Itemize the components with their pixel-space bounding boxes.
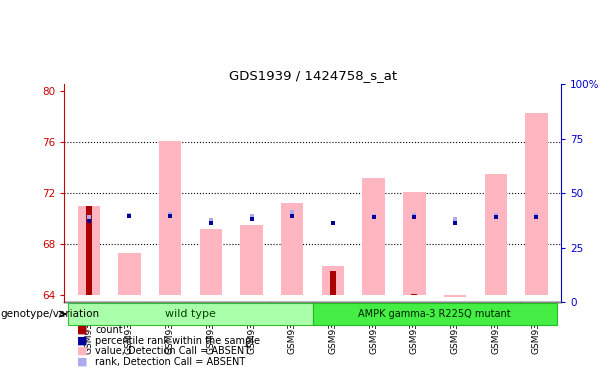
Text: ■: ■	[77, 346, 87, 356]
Text: ■: ■	[77, 325, 87, 335]
Bar	[444, 296, 466, 297]
Title: GDS1939 / 1424758_s_at: GDS1939 / 1424758_s_at	[229, 69, 397, 82]
Bar	[322, 266, 344, 296]
Text: genotype/variation: genotype/variation	[1, 309, 100, 319]
Bar	[281, 203, 303, 296]
Bar	[493, 295, 499, 296]
Text: wild type: wild type	[165, 309, 216, 319]
Bar	[452, 295, 458, 296]
Text: rank, Detection Call = ABSENT: rank, Detection Call = ABSENT	[95, 357, 245, 366]
Bar	[371, 295, 377, 296]
Bar	[69, 303, 313, 325]
Bar	[167, 295, 173, 296]
Bar	[362, 178, 385, 296]
Bar	[289, 295, 295, 296]
Bar	[313, 303, 557, 325]
Bar	[248, 295, 254, 296]
Bar	[159, 141, 181, 296]
Text: ■: ■	[77, 357, 87, 366]
Text: AMPK gamma-3 R225Q mutant: AMPK gamma-3 R225Q mutant	[359, 309, 511, 319]
Bar	[208, 295, 214, 296]
Bar	[525, 112, 547, 296]
Bar	[86, 206, 92, 296]
Bar	[411, 294, 417, 296]
Bar	[126, 295, 132, 296]
Bar	[118, 253, 140, 296]
Text: count: count	[95, 325, 123, 335]
Text: value, Detection Call = ABSENT: value, Detection Call = ABSENT	[95, 346, 250, 356]
Bar	[403, 192, 425, 296]
Bar	[240, 225, 263, 296]
Bar	[330, 271, 336, 296]
Bar	[533, 295, 539, 296]
Text: percentile rank within the sample: percentile rank within the sample	[95, 336, 260, 345]
Bar	[200, 229, 222, 296]
Text: ■: ■	[77, 336, 87, 345]
Bar	[78, 206, 100, 296]
Bar	[485, 174, 507, 296]
